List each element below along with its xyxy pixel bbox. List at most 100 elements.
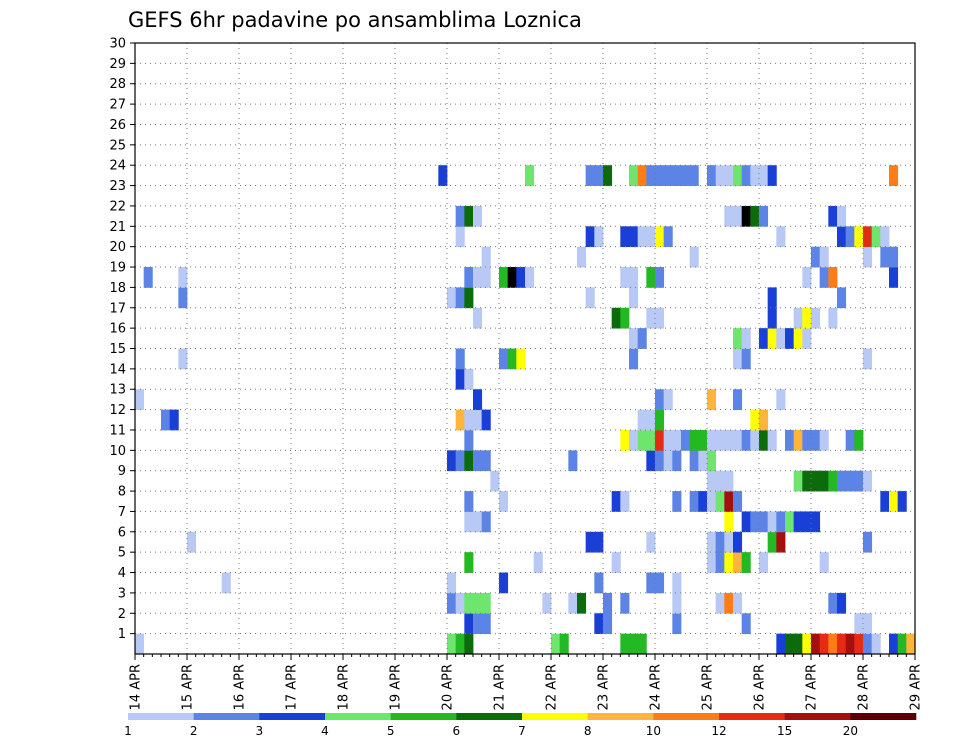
heatmap-cell <box>473 613 483 635</box>
y-tick-label: 14 <box>109 362 126 377</box>
heatmap-cell <box>707 429 717 451</box>
heatmap-cell <box>741 165 751 186</box>
y-tick-label: 30 <box>109 37 126 52</box>
y-tick-label: 21 <box>109 220 126 235</box>
heatmap-cell <box>724 511 734 533</box>
heatmap-cell <box>802 511 812 533</box>
heatmap-cell <box>481 267 491 288</box>
heatmap-cell <box>464 633 474 655</box>
heatmap-cell <box>897 633 907 655</box>
heatmap-cell <box>663 429 673 451</box>
heatmap-cell <box>837 592 847 614</box>
colorbar-label: 2 <box>190 724 198 738</box>
heatmap-cell <box>516 267 526 288</box>
heatmap-cell <box>863 348 873 370</box>
heatmap-cell <box>629 267 639 288</box>
heatmap-cell <box>620 307 630 329</box>
heatmap-cell <box>759 511 769 533</box>
heatmap-cell <box>620 592 630 614</box>
heatmap-cell <box>637 226 647 248</box>
heatmap-cell <box>741 429 751 451</box>
heatmap-cell <box>811 246 821 268</box>
heatmap-cell <box>490 470 500 492</box>
heatmap-cell <box>455 450 465 472</box>
colorbar-label: 7 <box>518 724 526 738</box>
heatmap-cell <box>455 348 465 370</box>
heatmap-cell <box>646 267 656 288</box>
heatmap-cell <box>689 165 699 186</box>
heatmap-cell <box>629 226 639 248</box>
heatmap-cell <box>473 592 483 614</box>
heatmap-cell <box>603 592 613 614</box>
colorbar-swatch <box>259 713 326 720</box>
heatmap-cell <box>733 491 743 512</box>
colorbar-swatch <box>456 713 523 720</box>
y-tick-label: 22 <box>109 199 126 214</box>
heatmap-cell <box>863 613 873 635</box>
heatmap-cell <box>473 450 483 472</box>
heatmap-cell <box>620 633 630 655</box>
heatmap-cell <box>889 165 899 186</box>
colorbar-swatch <box>850 713 917 720</box>
heatmap-cell <box>464 409 474 431</box>
heatmap-cell <box>603 165 613 186</box>
heatmap-cell <box>559 633 569 655</box>
heatmap-cell <box>481 592 491 614</box>
heatmap-cell <box>707 165 717 186</box>
heatmap-cell <box>854 226 864 248</box>
heatmap-cell <box>845 226 855 248</box>
heatmap-cell <box>724 592 734 614</box>
heatmap-cell <box>663 389 673 410</box>
heatmap-cell <box>594 572 604 594</box>
heatmap-cell <box>785 511 795 533</box>
heatmap-cell <box>733 429 743 451</box>
heatmap-cell <box>715 491 725 512</box>
heatmap-cell <box>733 389 743 410</box>
heatmap-cell <box>811 429 821 451</box>
heatmap-cell <box>837 470 847 492</box>
heatmap-cell <box>473 511 483 533</box>
heatmap-cell <box>655 572 665 594</box>
heatmap-cell <box>733 205 743 227</box>
heatmap-cell <box>776 389 786 410</box>
heatmap-cell <box>178 267 188 288</box>
heatmap-cell <box>793 328 803 349</box>
colorbar-swatch <box>587 713 654 720</box>
y-tick-label: 13 <box>109 383 126 398</box>
heatmap-cell <box>698 429 708 451</box>
heatmap-cell <box>594 531 604 553</box>
heatmap-cell <box>863 470 873 492</box>
heatmap-cell <box>611 552 621 573</box>
heatmap-cell <box>585 165 595 186</box>
y-tick-label: 7 <box>118 505 126 520</box>
heatmap-cell <box>655 409 665 431</box>
heatmap-cell <box>603 613 613 635</box>
heatmap-cell <box>178 287 188 309</box>
y-tick-label: 29 <box>109 57 126 72</box>
heatmap-cell <box>481 409 491 431</box>
heatmap-cell <box>811 307 821 329</box>
y-tick-label: 2 <box>118 607 126 622</box>
heatmap-cell <box>819 429 829 451</box>
heatmap-cell <box>455 226 465 248</box>
x-tick-label: 22 APR <box>545 664 560 710</box>
heatmap-cell <box>611 307 621 329</box>
heatmap-cell <box>741 205 751 227</box>
heatmap-cell <box>499 348 509 370</box>
colorbar-swatch <box>784 713 851 720</box>
heatmap-cell <box>776 226 786 248</box>
chart-title: GEFS 6hr padavine po ansamblima Loznica <box>128 8 582 32</box>
heatmap-cell <box>620 491 630 512</box>
heatmap-cell <box>646 409 656 431</box>
colorbar-label: 20 <box>843 724 858 738</box>
colorbar-swatch <box>719 713 785 720</box>
heatmap-cell <box>481 511 491 533</box>
colorbar-swatch <box>193 713 260 720</box>
colorbar-swatch <box>653 713 720 720</box>
heatmap-cell <box>464 450 474 472</box>
heatmap-cell <box>594 165 604 186</box>
heatmap-cell <box>473 267 483 288</box>
heatmap-cell <box>577 592 587 614</box>
heatmap-cell <box>464 267 474 288</box>
